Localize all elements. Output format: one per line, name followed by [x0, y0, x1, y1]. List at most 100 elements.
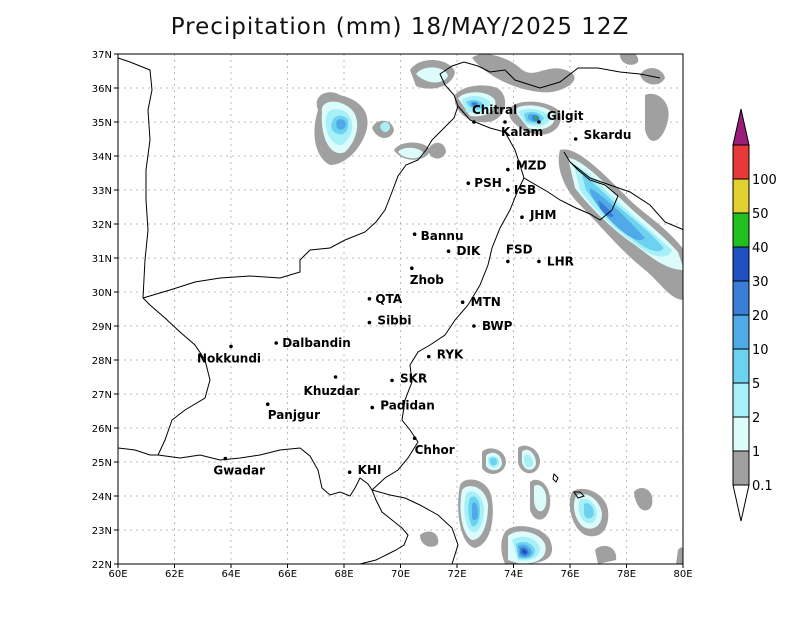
city-marker [503, 120, 507, 124]
precip-area [534, 116, 538, 120]
inland-lake [552, 472, 559, 483]
colorbar-segment [732, 382, 750, 418]
city-label: QTA [375, 292, 402, 306]
city-marker [347, 470, 352, 475]
city-marker [506, 167, 510, 172]
lat-tick-label: 23N [92, 526, 112, 537]
city-label: BWP [482, 319, 513, 333]
colorbar-label: 30 [752, 275, 769, 290]
city-marker [537, 259, 541, 264]
precip-area [472, 54, 575, 93]
city-marker [537, 120, 541, 124]
axis-labels: 60E 62E 64E 66E 68E 70E 72E 74E 76E 78E 80E 22N 23N 2… [92, 50, 693, 580]
city-label: Kalam [501, 125, 543, 139]
coastline [118, 447, 409, 564]
city-marker [412, 436, 417, 441]
precip-area [590, 188, 645, 241]
city-label: LHR [547, 254, 574, 268]
precip-area [472, 502, 478, 521]
city-marker [410, 266, 414, 271]
lat-tick-label: 24N [92, 492, 112, 503]
precip-area [420, 531, 439, 547]
city-label: MZD [516, 159, 547, 173]
colorbar-segment [732, 212, 750, 248]
pakistan-iran-border [142, 297, 211, 456]
precipitation-field [314, 54, 683, 564]
city-label: Dalbandin [282, 336, 351, 350]
precip-area [645, 93, 669, 141]
city-label: JHM [529, 208, 556, 222]
city-label: Chitral [472, 103, 517, 117]
colorbar-label: 10 [752, 343, 769, 358]
precip-area [336, 119, 346, 130]
afghanistan-iran-border [118, 57, 153, 299]
city-label: Zhob [410, 273, 444, 287]
precip-area [595, 545, 617, 564]
lon-tick-label: 62E [165, 569, 184, 580]
precip-area [584, 503, 594, 519]
city-marker [370, 405, 375, 410]
city-marker [412, 232, 417, 236]
city-marker [229, 344, 233, 349]
colorbar-top-triangle [732, 108, 750, 146]
city-label: Padidan [380, 399, 435, 413]
colorbar-segment [732, 280, 750, 316]
lat-tick-label: 26N [92, 424, 112, 435]
precip-area [522, 549, 527, 555]
lat-tick-label: 28N [92, 356, 112, 367]
precip-area [598, 200, 614, 217]
country-borders [118, 57, 683, 564]
lon-tick-label: 74E [504, 569, 523, 580]
colorbar-segment [732, 348, 750, 384]
precip-area [620, 54, 639, 65]
lat-tick-label: 22N [92, 560, 112, 571]
lat-tick-label: 27N [92, 390, 112, 401]
precip-area [676, 547, 683, 564]
colorbar-bottom-triangle [732, 484, 750, 522]
city-marker [223, 456, 228, 461]
lat-tick-label: 37N [92, 50, 112, 61]
lon-tick-label: 68E [334, 569, 353, 580]
city-label: PSH [474, 176, 501, 190]
city-label: Skardu [584, 128, 632, 142]
colorbar-label: 50 [752, 207, 769, 222]
city-label: FSD [506, 242, 533, 256]
city-marker [573, 137, 578, 141]
city-layer: Chitral Gilgit Kalam Skardu MZD PSH ISB JHM Bann… [197, 103, 631, 478]
colorbar-segment [732, 246, 750, 282]
city-marker [333, 375, 338, 379]
city-marker [446, 249, 451, 253]
precip-area [472, 102, 478, 107]
lat-tick-label: 25N [92, 458, 112, 469]
city-marker [390, 378, 394, 383]
india-china-boundary [569, 161, 683, 231]
lat-tick-label: 36N [92, 84, 112, 95]
lon-tick-label: 64E [221, 569, 240, 580]
precip-area [490, 457, 498, 466]
city-marker [367, 320, 372, 325]
map-title: Precipitation (mm) 18/MAY/2025 12Z [170, 14, 630, 40]
lon-tick-label: 80E [673, 569, 692, 580]
colorbar-label: 20 [752, 309, 769, 324]
lon-tick-label: 76E [560, 569, 579, 580]
gujarat-coast [371, 489, 459, 564]
city-marker [466, 181, 471, 185]
city-label: MTN [471, 295, 501, 309]
colorbar-label: 100 [752, 173, 777, 188]
precip-area [582, 175, 664, 252]
city-marker [472, 324, 476, 328]
city-label: Sibbi [377, 314, 411, 328]
precip-area [428, 142, 446, 159]
city-label: RYK [437, 348, 464, 362]
city-label: Panjgur [268, 408, 320, 422]
city-marker [472, 120, 476, 124]
city-marker [426, 354, 431, 359]
afghanistan-pakistan-border [142, 61, 661, 299]
city-marker [265, 402, 270, 407]
lat-tick-label: 35N [92, 118, 112, 129]
city-label: Nokkundi [197, 351, 261, 365]
lat-tick-label: 31N [92, 254, 112, 265]
lon-tick-label: 70E [391, 569, 410, 580]
city-label: DIK [457, 244, 481, 258]
